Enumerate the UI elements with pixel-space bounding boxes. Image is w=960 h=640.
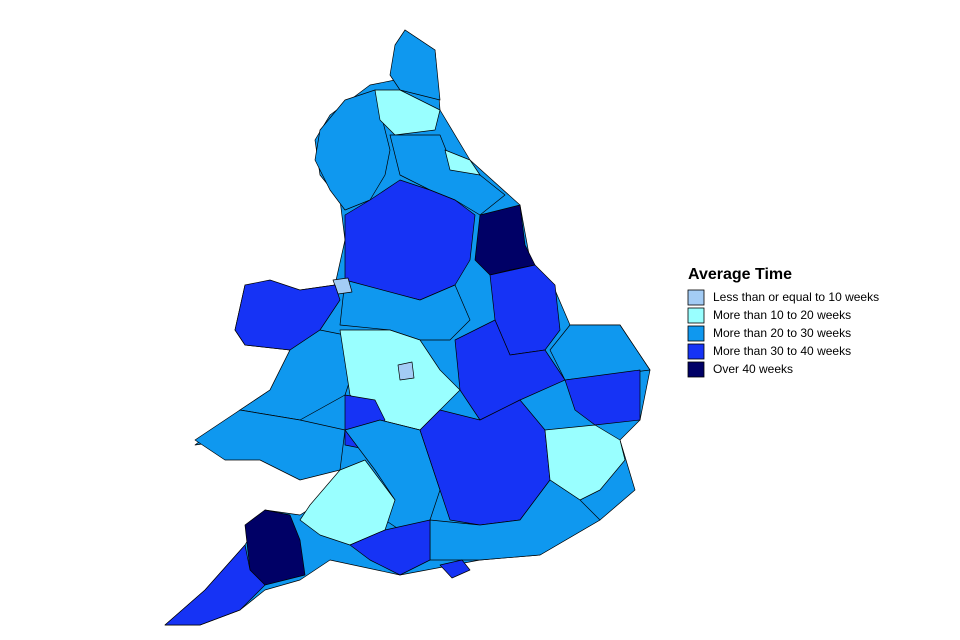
legend-label: More than 20 to 30 weeks bbox=[713, 326, 851, 340]
legend: Average Time Less than or equal to 10 we… bbox=[687, 266, 879, 378]
legend-swatch bbox=[687, 325, 705, 342]
legend-swatch bbox=[687, 289, 705, 306]
region bbox=[349, 519, 431, 576]
legend-label: Over 40 weeks bbox=[713, 362, 793, 376]
region bbox=[389, 29, 441, 101]
legend-label: More than 30 to 40 weeks bbox=[713, 344, 851, 358]
region bbox=[397, 361, 415, 381]
map bbox=[164, 29, 651, 626]
region bbox=[564, 369, 641, 426]
region bbox=[339, 279, 471, 341]
region bbox=[239, 329, 351, 421]
legend-swatch bbox=[687, 361, 705, 378]
region bbox=[314, 89, 391, 211]
region bbox=[429, 479, 601, 561]
legend-label: Less than or equal to 10 weeks bbox=[713, 290, 879, 304]
legend-swatch bbox=[687, 343, 705, 360]
region bbox=[389, 134, 506, 216]
region bbox=[234, 279, 341, 351]
legend-title: Average Time bbox=[688, 266, 792, 283]
region bbox=[164, 544, 266, 626]
legend-label: More than 10 to 20 weeks bbox=[713, 308, 851, 322]
legend-swatch bbox=[687, 307, 705, 324]
region bbox=[439, 559, 471, 579]
region bbox=[374, 89, 441, 136]
region bbox=[444, 149, 481, 176]
